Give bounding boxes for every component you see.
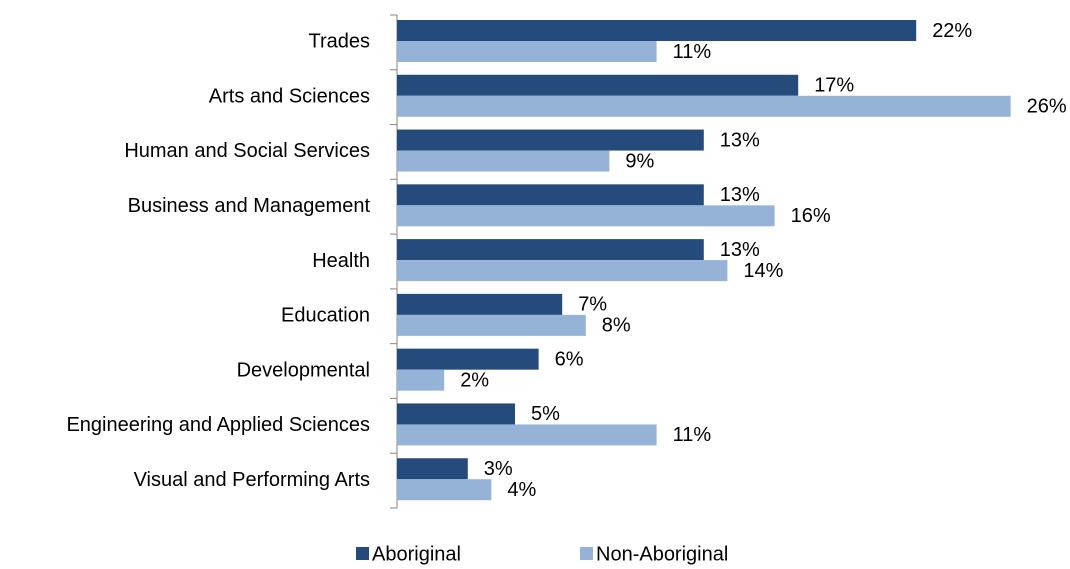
data-label: 11%: [673, 424, 712, 446]
data-label: 11%: [673, 41, 712, 63]
data-label: 3%: [484, 458, 513, 480]
bar: [397, 74, 799, 96]
data-label: 6%: [555, 348, 584, 370]
category-label: Arts and Sciences: [209, 85, 370, 107]
legend-label: Non-Aboriginal: [596, 543, 728, 565]
bar: [397, 458, 468, 480]
bar: [397, 369, 445, 391]
category-label: Developmental: [237, 359, 370, 381]
data-label: 13%: [720, 239, 760, 261]
bar: [397, 184, 704, 206]
category-label: Health: [312, 250, 370, 272]
data-label: 13%: [720, 129, 760, 151]
bar: [397, 150, 610, 172]
bar: [397, 403, 515, 425]
legend-swatch: [356, 547, 369, 560]
data-label: 26%: [1027, 96, 1067, 118]
data-label: 7%: [578, 294, 607, 316]
bar: [397, 205, 775, 227]
data-label: 4%: [507, 479, 536, 501]
category-label: Trades: [308, 31, 370, 53]
bar: [397, 424, 657, 446]
bar: [397, 348, 539, 370]
category-label: Visual and Performing Arts: [134, 469, 370, 491]
bar: [397, 260, 728, 282]
bar: [397, 20, 917, 41]
bar: [397, 293, 563, 315]
data-label: 5%: [531, 403, 560, 425]
category-label: Engineering and Applied Sciences: [66, 414, 370, 436]
legend-swatch: [580, 547, 593, 560]
bar: [397, 239, 704, 261]
data-label: 8%: [602, 315, 631, 337]
bar: [397, 479, 492, 501]
data-label: 17%: [814, 75, 854, 97]
category-label: Education: [281, 305, 370, 327]
legend-label: Aboriginal: [372, 543, 461, 565]
data-label: 2%: [460, 369, 489, 391]
bar: [397, 95, 1011, 117]
data-label: 9%: [625, 150, 654, 172]
bar: [397, 314, 586, 336]
data-label: 16%: [791, 205, 831, 227]
category-label: Human and Social Services: [124, 140, 370, 162]
data-label: 14%: [743, 260, 783, 282]
bar: [397, 129, 704, 151]
bar: [397, 41, 657, 62]
data-label: 22%: [932, 20, 972, 42]
category-label: Business and Management: [128, 195, 371, 217]
data-label: 13%: [720, 184, 760, 206]
